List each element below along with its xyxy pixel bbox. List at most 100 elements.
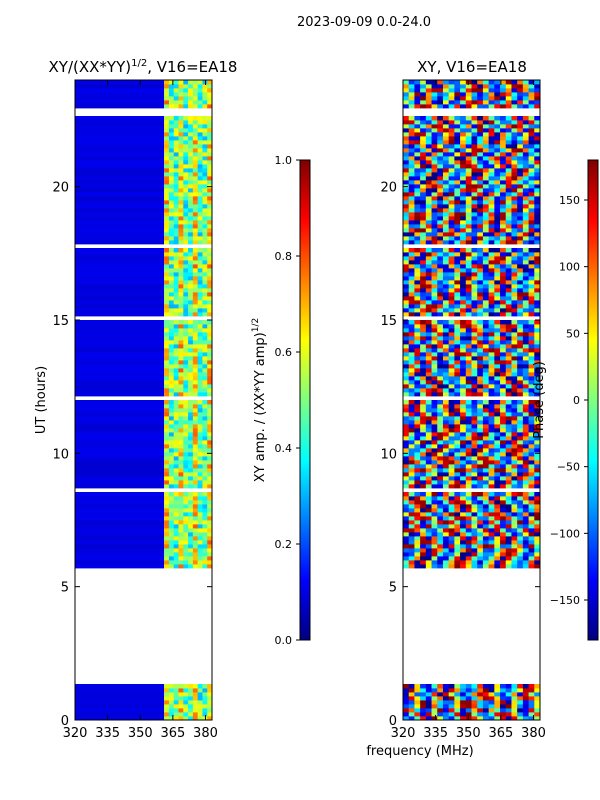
phase-cell xyxy=(482,88,490,93)
phase-cell xyxy=(522,260,529,265)
phase-cell xyxy=(403,324,410,329)
amp-cell xyxy=(173,200,179,205)
phase-cell xyxy=(420,544,427,549)
phase-cell xyxy=(534,552,541,557)
phase-cell xyxy=(505,556,512,561)
phase-cell xyxy=(454,124,461,129)
amp-cell xyxy=(173,460,179,465)
phase-cell xyxy=(522,120,529,125)
amp-cell xyxy=(75,716,165,721)
phase-cell xyxy=(448,508,455,513)
amp-cell xyxy=(207,228,213,233)
amp-cell xyxy=(75,444,165,449)
phase-cell xyxy=(425,368,432,373)
amp-cell xyxy=(173,88,179,93)
phase-cell xyxy=(420,168,427,173)
phase-cell xyxy=(425,104,432,109)
phase-cell xyxy=(511,392,518,397)
phase-cell xyxy=(431,212,438,217)
phase-cell xyxy=(442,436,450,441)
phase-cell xyxy=(471,376,478,381)
phase-cell xyxy=(408,172,415,177)
phase-cell xyxy=(431,384,438,389)
phase-cell xyxy=(517,428,524,433)
phase-cell xyxy=(471,252,478,257)
phase-cell xyxy=(465,524,472,529)
phase-cell xyxy=(522,236,529,241)
phase-cell xyxy=(403,700,410,705)
phase-cell xyxy=(477,480,484,485)
phase-cell xyxy=(460,148,467,153)
phase-cell xyxy=(477,224,484,229)
amp-cell xyxy=(75,172,165,177)
phase-cell xyxy=(494,400,501,405)
phase-cell xyxy=(465,500,472,505)
amp-cell xyxy=(188,428,194,433)
phase-cell xyxy=(454,300,461,305)
phase-cell xyxy=(454,320,461,325)
phase-cell xyxy=(477,92,484,97)
phase-cell xyxy=(454,368,461,373)
phase-cell xyxy=(534,544,541,549)
amp-cell xyxy=(188,292,194,297)
phase-cell xyxy=(437,564,444,569)
phase-cell xyxy=(431,172,438,177)
phase-cell xyxy=(420,400,427,405)
phase-cell xyxy=(482,420,490,425)
amp-cell xyxy=(164,120,170,125)
phase-cell xyxy=(454,556,461,561)
amp-cell xyxy=(192,428,199,433)
amp-cell xyxy=(173,436,179,441)
phase-cell xyxy=(460,384,467,389)
phase-cell xyxy=(494,236,501,241)
phase-cell xyxy=(431,200,438,205)
phase-cell xyxy=(454,360,461,365)
amp-cell xyxy=(202,536,208,541)
amp-cell xyxy=(183,252,189,257)
amp-cell xyxy=(192,176,199,181)
amp-cell xyxy=(188,544,194,549)
phase-cell xyxy=(505,528,512,533)
phase-cell xyxy=(500,712,507,717)
amp-cell xyxy=(202,88,208,93)
phase-cell xyxy=(448,428,455,433)
phase-cell xyxy=(465,376,472,381)
amp-cell xyxy=(192,120,199,125)
phase-cell xyxy=(454,456,461,461)
phase-cell xyxy=(448,360,455,365)
phase-cell xyxy=(420,116,427,121)
phase-cell xyxy=(460,212,467,217)
amp-cell xyxy=(178,440,184,445)
amp-cell xyxy=(202,472,208,477)
phase-cell xyxy=(465,492,472,497)
phase-cell xyxy=(465,412,472,417)
phase-cell xyxy=(488,452,495,457)
phase-cell xyxy=(414,500,421,505)
phase-cell xyxy=(517,356,524,361)
amp-cell xyxy=(183,80,189,85)
phase-cell xyxy=(403,424,410,429)
amp-cell xyxy=(164,436,170,441)
phase-cell xyxy=(460,216,467,221)
phase-cell xyxy=(442,712,450,717)
phase-cell xyxy=(403,176,410,181)
amp-cell xyxy=(183,512,189,517)
phase-cell xyxy=(505,472,512,477)
amp-cell xyxy=(188,88,194,93)
phase-cell xyxy=(425,324,432,329)
phase-cell xyxy=(408,340,415,345)
phase-cell xyxy=(494,160,501,165)
phase-cell xyxy=(442,500,450,505)
phase-cell xyxy=(465,192,472,197)
phase-cell xyxy=(505,412,512,417)
amp-cell xyxy=(178,292,184,297)
phase-cell xyxy=(420,128,427,133)
phase-cell xyxy=(454,472,461,477)
phase-cell xyxy=(420,404,427,409)
amp-cell xyxy=(178,220,184,225)
phase-cell xyxy=(482,252,490,257)
phase-cell xyxy=(471,232,478,237)
phase-cell xyxy=(471,132,478,137)
phase-cell xyxy=(425,464,432,469)
